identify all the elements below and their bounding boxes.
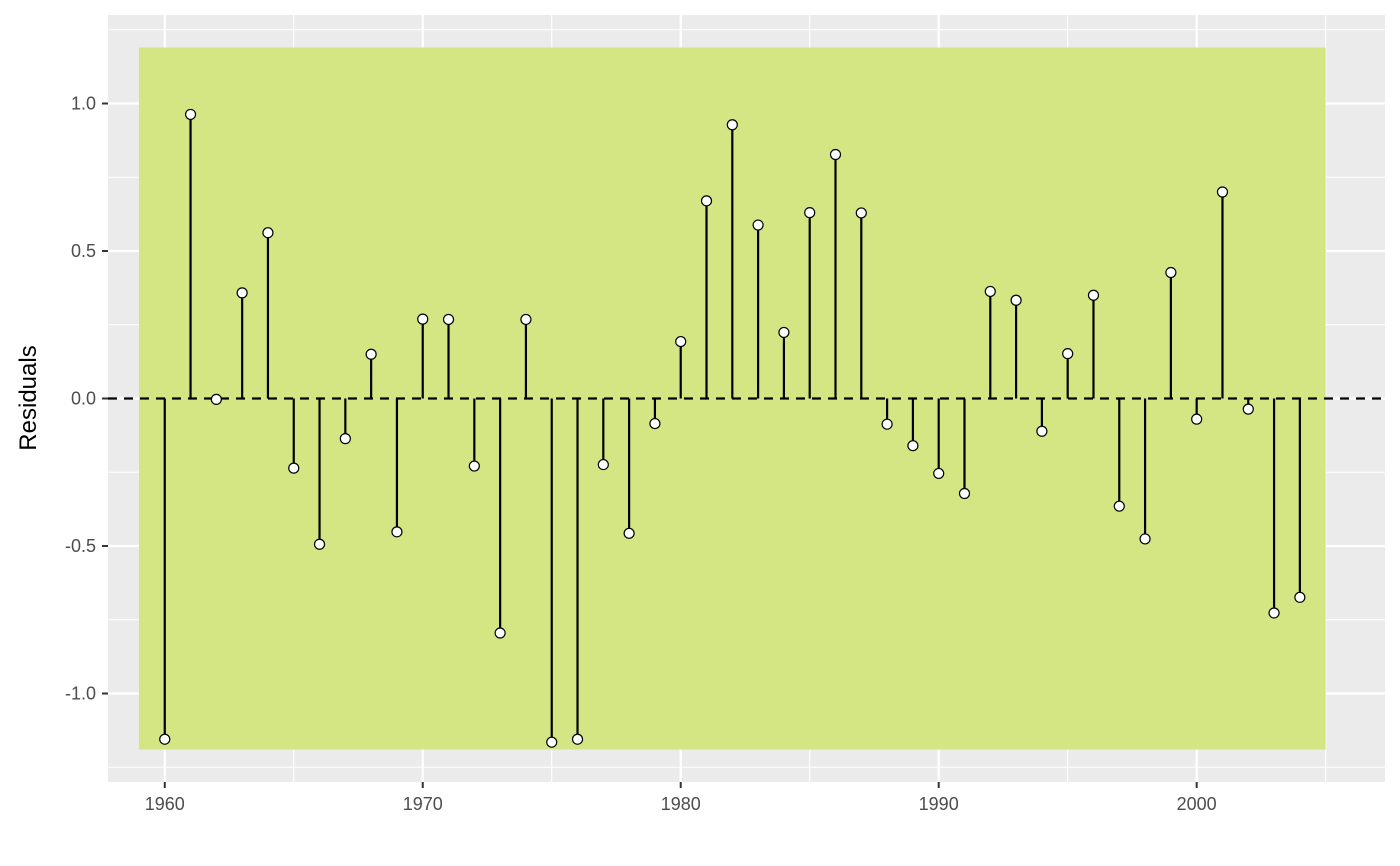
residual-point bbox=[829, 148, 842, 161]
residual-point bbox=[907, 440, 919, 452]
residual-point bbox=[984, 285, 996, 298]
residual-point bbox=[1294, 591, 1306, 603]
residual-point bbox=[1165, 266, 1177, 279]
residual-point bbox=[494, 627, 506, 639]
residual-point bbox=[649, 417, 661, 430]
residual-point bbox=[1062, 348, 1074, 360]
x-tick-label: 1980 bbox=[661, 794, 701, 814]
residual-point bbox=[958, 487, 971, 500]
residual-point bbox=[855, 207, 867, 219]
residual-point bbox=[571, 733, 584, 745]
residual-point bbox=[623, 527, 635, 539]
residual-point bbox=[210, 393, 222, 405]
y-tick-label: -1.0 bbox=[65, 684, 96, 704]
x-tick-label: 1970 bbox=[403, 794, 443, 814]
residual-point bbox=[391, 526, 403, 538]
y-axis-title: Residuals bbox=[15, 345, 42, 450]
residual-point bbox=[597, 458, 609, 471]
residual-point bbox=[546, 736, 558, 748]
residual-point bbox=[1139, 533, 1151, 545]
residual-point bbox=[1036, 425, 1048, 437]
residual-point bbox=[1242, 403, 1254, 415]
residual-point bbox=[778, 326, 790, 339]
residual-points bbox=[159, 108, 1306, 748]
x-tick-label: 1960 bbox=[145, 794, 185, 814]
residual-point bbox=[184, 108, 197, 121]
residual-point bbox=[1216, 186, 1229, 198]
residual-point bbox=[159, 733, 171, 745]
residual-point bbox=[933, 467, 945, 480]
y-axis: -1.0 -0.5 0.0 0.5 1.0 bbox=[65, 94, 108, 704]
residual-point bbox=[417, 313, 429, 325]
residual-stems bbox=[163, 114, 1301, 743]
residual-point bbox=[752, 219, 764, 231]
residual-point bbox=[1191, 413, 1203, 425]
residual-point bbox=[288, 462, 300, 474]
residual-point bbox=[1010, 294, 1022, 306]
y-tick-label: 0.5 bbox=[71, 241, 96, 261]
residual-point bbox=[365, 348, 377, 360]
residual-point bbox=[1087, 289, 1100, 301]
y-tick-label: 0.0 bbox=[71, 389, 96, 409]
residual-point bbox=[726, 119, 738, 131]
residual-point bbox=[262, 227, 274, 239]
residual-point bbox=[881, 418, 893, 430]
x-axis: 1960 1970 1980 1990 2000 bbox=[145, 782, 1217, 814]
x-tick-label: 2000 bbox=[1177, 794, 1217, 814]
x-tick-label: 1990 bbox=[919, 794, 959, 814]
y-tick-label: 1.0 bbox=[71, 94, 96, 114]
residual-point bbox=[675, 335, 687, 348]
residual-point bbox=[1268, 607, 1280, 619]
residual-point bbox=[442, 313, 455, 326]
residual-point bbox=[313, 538, 326, 550]
residual-point bbox=[804, 207, 816, 219]
residual-point bbox=[236, 287, 248, 299]
residual-point bbox=[520, 313, 532, 326]
residual-point bbox=[339, 433, 351, 445]
residual-point bbox=[1113, 500, 1125, 512]
residual-point bbox=[468, 460, 480, 472]
residual-point bbox=[700, 195, 713, 207]
y-tick-label: -0.5 bbox=[65, 536, 96, 556]
